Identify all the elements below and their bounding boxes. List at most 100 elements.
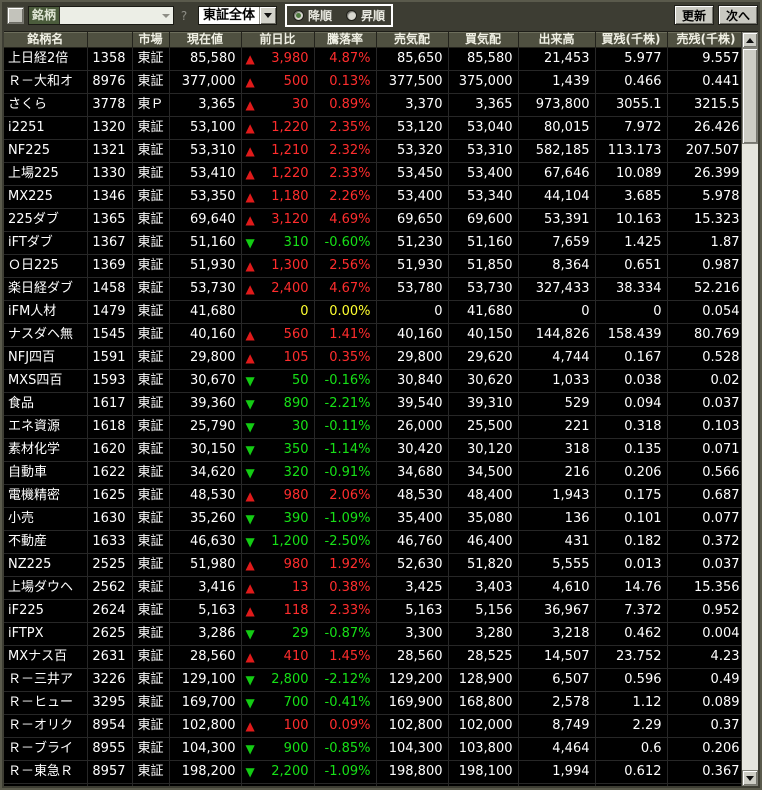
cell-code: 1630 (87, 507, 133, 531)
table-row[interactable]: i2251 1320 東証 53,100 ▲ 1,220 2.35% 53,120 53,040… (4, 116, 741, 140)
table-row[interactable]: iF225 2624 東証 5,163 ▲ 118 2.33% 5,163 5,156 36,96… (4, 599, 741, 623)
table-row[interactable]: Ｏ日225 1369 東証 51,930 ▲ 1,300 2.56% 51,930 51,850… (4, 254, 741, 278)
cell-ask: 29,800 (376, 346, 449, 370)
col-header-name[interactable]: 銘柄名 (4, 32, 88, 48)
table-row[interactable]: MX225 1346 東証 53,350 ▲ 1,180 2.26% 53,400 53,340… (4, 185, 741, 209)
cell-change: ▼ 2,800 (241, 668, 315, 692)
table-header: 銘柄名 市場 現在値 前日比 騰落率 売気配 買気配 出来高 買残(千株) 売残… (4, 32, 741, 48)
cell-bid: 40,150 (448, 323, 519, 347)
vertical-scrollbar[interactable] (741, 32, 758, 786)
cell-change: ▲ 1,220 (241, 162, 315, 186)
cell-name: Ｒ－福岡 (4, 783, 88, 786)
cell-ask: 377,500 (376, 70, 449, 94)
table-row[interactable]: NZ225 2525 東証 51,980 ▲ 980 1.92% 52,630 51,820 5,… (4, 553, 741, 577)
cell-buy-margin: 0.167 (595, 346, 668, 370)
cell-price: 69,640 (169, 208, 242, 232)
table-row[interactable]: 素材化学 1620 東証 30,150 ▼ 350 -1.14% 30,420 30,120 31… (4, 438, 741, 462)
col-header-buy-margin[interactable]: 買残(千株) (595, 32, 668, 48)
cell-price: 53,310 (169, 139, 242, 163)
cell-change: ▲ 410 (241, 645, 315, 669)
cell-name: iFTPX (4, 622, 88, 646)
table-row[interactable]: iFTダブ 1367 東証 51,160 ▼ 310 -0.60% 51,230 51,160 7… (4, 231, 741, 255)
cell-buy-margin: 2.29 (595, 714, 668, 738)
help-icon[interactable]: ? (180, 8, 188, 23)
cell-ask: 169,900 (376, 691, 449, 715)
cell-market: 東証 (132, 622, 170, 646)
table-row[interactable]: Ｒ－東急Ｒ 8957 東証 198,200 ▼ 2,200 -1.09% 198,800 198… (4, 760, 741, 784)
cell-pct: 0.00% (314, 300, 377, 324)
symbol-combo-input[interactable] (60, 7, 159, 24)
col-header-code[interactable] (87, 32, 133, 48)
cell-pct: 0.35% (314, 346, 377, 370)
radio-sort-ascending[interactable]: 昇順 (346, 7, 385, 24)
table-row[interactable]: 225ダブ 1365 東証 69,640 ▲ 3,120 4.69% 69,650 69,600… (4, 208, 741, 232)
refresh-button[interactable]: 更新 (674, 5, 714, 25)
table-row[interactable]: 楽日経ダブ 1458 東証 53,730 ▲ 2,400 4.67% 53,780 53,730… (4, 277, 741, 301)
triangle-up-icon: ▲ (245, 75, 255, 89)
col-header-sell-margin[interactable]: 売残(千株) (667, 32, 741, 48)
table-row[interactable]: 上場ダウヘ 2562 東証 3,416 ▲ 13 0.38% 3,425 3,403 4,610 1… (4, 576, 741, 600)
table-row[interactable]: さくら 3778 東Ｐ 3,365 ▲ 30 0.89% 3,370 3,365 973,800 3… (4, 93, 741, 117)
cell-bid: 85,580 (448, 47, 519, 71)
table-row[interactable]: Ｒ－三井ア 3226 東証 129,100 ▼ 2,800 -2.12% 129,200 128… (4, 668, 741, 692)
table-row[interactable]: Ｒ－オリク 8954 東証 102,800 ▲ 100 0.09% 102,800 102,00… (4, 714, 741, 738)
table-row[interactable]: MXナス百 2631 東証 28,560 ▲ 410 1.45% 28,560 28,525 14… (4, 645, 741, 669)
cell-change: ▲ 1,210 (241, 139, 315, 163)
symbol-combo[interactable]: 銘柄 (28, 6, 175, 25)
cell-price: 29,800 (169, 346, 242, 370)
table-row[interactable]: Ｒ－大和オ 8976 東証 377,000 ▲ 500 0.13% 377,500 375,00… (4, 70, 741, 94)
col-header-pct[interactable]: 騰落率 (314, 32, 377, 48)
cell-pct: 2.56% (314, 254, 377, 278)
table-row[interactable]: iFTPX 2625 東証 3,286 ▼ 29 -0.87% 3,300 3,280 3,218… (4, 622, 741, 646)
table-row[interactable]: 上場225 1330 東証 53,410 ▲ 1,220 2.33% 53,450 53,400… (4, 162, 741, 186)
cell-change-value: 3,120 (271, 212, 309, 227)
table-row[interactable]: Ｒ－ブライ 8955 東証 104,300 ▼ 900 -0.85% 104,300 103,8… (4, 737, 741, 761)
window-menu-button[interactable] (7, 7, 24, 24)
cell-change-value: 1,210 (271, 143, 309, 158)
triangle-up-icon: ▲ (245, 282, 255, 296)
next-page-button[interactable]: 次へ (718, 5, 758, 25)
cell-name: 小売 (4, 507, 88, 531)
cell-buy-margin: 1.12 (595, 691, 668, 715)
scroll-up-button[interactable] (742, 32, 758, 48)
cell-buy-margin: 3055.1 (595, 93, 668, 117)
table-row[interactable]: エネ資源 1618 東証 25,790 ▼ 30 -0.11% 26,000 25,500 221… (4, 415, 741, 439)
cell-name: さくら (4, 93, 88, 117)
chevron-down-icon[interactable] (259, 7, 277, 24)
table-row[interactable]: Ｒ－ヒュー 3295 東証 169,700 ▼ 700 -0.41% 169,900 168,8… (4, 691, 741, 715)
table-row[interactable]: 電機精密 1625 東証 48,530 ▲ 980 2.06% 48,530 48,400 1,9… (4, 484, 741, 508)
table-row[interactable]: iFM人材1479東証41,68000.00%041,680000.0545.0… (4, 300, 741, 324)
col-header-market[interactable]: 市場 (132, 32, 170, 48)
col-header-price[interactable]: 現在値 (169, 32, 242, 48)
cell-sell-margin: 0.37 (667, 714, 741, 738)
col-header-volume[interactable]: 出来高 (518, 32, 596, 48)
cell-price: 169,700 (169, 691, 242, 715)
cell-name: 素材化学 (4, 438, 88, 462)
triangle-down-icon: ▼ (245, 466, 255, 480)
table-row[interactable]: NF225 1321 東証 53,310 ▲ 1,210 2.32% 53,320 53,310… (4, 139, 741, 163)
table-row[interactable]: MXS四百 1593 東証 30,670 ▼ 50 -0.16% 30,840 30,620 1,… (4, 369, 741, 393)
table-row[interactable]: 小売 1630 東証 35,260 ▼ 390 -1.09% 35,400 35,080 136 0… (4, 507, 741, 531)
col-header-ask[interactable]: 売気配 (376, 32, 449, 48)
scrollbar-track[interactable] (742, 48, 758, 770)
col-header-change[interactable]: 前日比 (241, 32, 315, 48)
table-row[interactable]: ナスダヘ無 1545 東証 40,160 ▲ 560 1.41% 40,160 40,150 14… (4, 323, 741, 347)
table-row[interactable]: 自動車 1622 東証 34,620 ▼ 320 -0.91% 34,680 34,500 216… (4, 461, 741, 485)
cell-market: 東証 (132, 668, 170, 692)
col-header-bid[interactable]: 買気配 (448, 32, 519, 48)
table-row[interactable]: Ｒ－福岡8968東証189,400▼1,100-0.57%189,500188,… (4, 783, 741, 786)
cell-buy-margin: 3.685 (595, 185, 668, 209)
table-row[interactable]: 上日経2倍 1358 東証 85,580 ▲ 3,980 4.87% 85,650 85,580… (4, 47, 741, 71)
table-row[interactable]: NFJ四百 1591 東証 29,800 ▲ 105 0.35% 29,800 29,620 4,… (4, 346, 741, 370)
cell-change: ▲ 118 (241, 599, 315, 623)
cell-sell-margin: 0.499 (667, 783, 741, 786)
market-select[interactable]: 東証全体 (198, 6, 278, 25)
table-row[interactable]: 不動産 1633 東証 46,630 ▼ 1,200 -2.50% 46,760 46,400 4… (4, 530, 741, 554)
radio-sort-descending[interactable]: 降順 (293, 7, 332, 24)
chevron-down-icon[interactable] (158, 7, 174, 24)
table-row[interactable]: 食品 1617 東証 39,360 ▼ 890 -2.21% 39,540 39,310 529 0… (4, 392, 741, 416)
cell-volume: 4,610 (518, 576, 596, 600)
scroll-down-button[interactable] (742, 770, 758, 786)
scrollbar-thumb[interactable] (742, 48, 758, 144)
cell-change: ▼1,100 (241, 783, 315, 786)
